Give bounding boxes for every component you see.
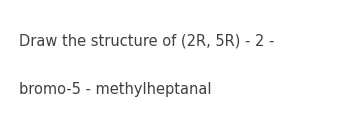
Text: bromo-5 - methylheptanal: bromo-5 - methylheptanal (19, 82, 212, 97)
Text: Draw the structure of (2R, 5R) - 2 -: Draw the structure of (2R, 5R) - 2 - (19, 33, 275, 49)
